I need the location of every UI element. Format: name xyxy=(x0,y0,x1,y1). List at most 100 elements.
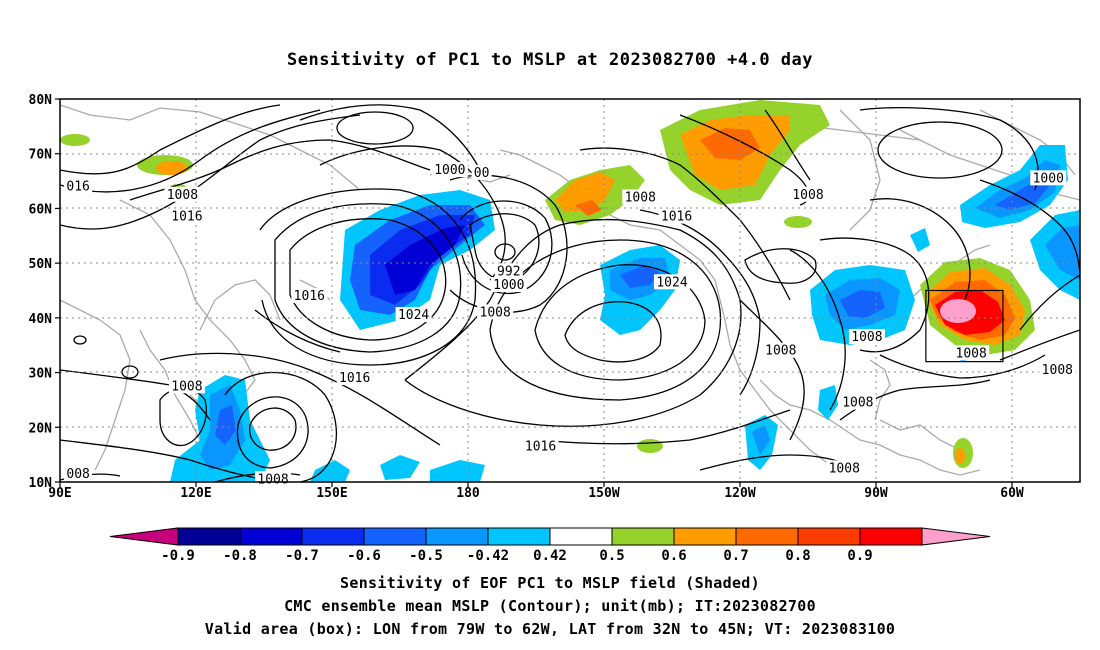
lat-label: 80N xyxy=(29,93,53,108)
contour-label-bg xyxy=(336,370,373,386)
contour-label-bg xyxy=(64,178,93,194)
colorbar: -0.9 -0.8 -0.7 -0.6 -0.5 -0.42 0.42 0.5 0.6 0.7 0.… xyxy=(109,527,991,564)
map-gridlines xyxy=(60,99,1080,482)
colorbar-label: 0.9 xyxy=(847,548,872,564)
contour-label: 1008 xyxy=(956,346,987,361)
contour-label: 992 xyxy=(497,264,520,279)
contour-label: 1008 xyxy=(765,344,796,359)
colorbar-label: 0.6 xyxy=(661,548,686,564)
colorbar-segment xyxy=(859,527,923,546)
colorbar-label: 0.7 xyxy=(723,548,748,564)
caption-line-3: Valid area (box): LON from 79W to 62W, L… xyxy=(204,620,896,638)
colorbar-label: -0.42 xyxy=(467,548,509,564)
lon-label: 180 xyxy=(456,486,480,501)
contour-label: 1008 xyxy=(625,190,656,205)
shade-patch xyxy=(60,134,90,146)
colorbar-label: 0.8 xyxy=(785,548,810,564)
contour-label-bg xyxy=(839,394,876,410)
colorbar-label: 0.5 xyxy=(599,548,624,564)
colorbar-label: -0.8 xyxy=(223,548,257,564)
colorbar-label: -0.7 xyxy=(285,548,319,564)
colorbar-label: -0.6 xyxy=(347,548,381,564)
contour-label: 1008 xyxy=(171,379,202,394)
contour-label-bg xyxy=(494,263,523,279)
lon-label: 150W xyxy=(588,486,619,501)
colorbar-over-arrow xyxy=(921,527,991,546)
contour-label-bg xyxy=(790,186,826,202)
shade-blue-blob xyxy=(752,425,770,455)
contour-label: 008 xyxy=(66,467,89,482)
mslp-contours xyxy=(60,104,1080,482)
colorbar-label: -0.9 xyxy=(161,548,195,564)
lon-label: 90E xyxy=(48,486,71,501)
contour-label: 1008 xyxy=(1042,363,1073,378)
lat-label: 40N xyxy=(29,312,53,327)
contour-label-bg xyxy=(477,304,514,320)
shade-blue-blob xyxy=(910,228,930,252)
shade-blue-blob xyxy=(215,405,236,445)
lon-axis-labels: 90E 120E 150E 180 150W 120W 90W 60W xyxy=(48,482,1024,501)
contour-label: 1016 xyxy=(661,210,692,225)
colorbar-segment xyxy=(487,527,551,546)
contour-label: 1024 xyxy=(398,308,429,323)
lat-label: 30N xyxy=(29,367,53,382)
shade-blue-blob xyxy=(310,460,350,482)
lat-label: 60N xyxy=(29,202,53,217)
shade-patch xyxy=(637,439,663,453)
contour-label: 1008 xyxy=(257,472,288,487)
lat-axis-labels: 80N 70N 60N 50N 40N 30N 20N 10N xyxy=(29,93,60,491)
colorbar-segment xyxy=(673,527,737,546)
shade-blue-blob xyxy=(430,460,485,482)
shade-blue-blob xyxy=(1045,225,1080,280)
contour-label-bg xyxy=(848,329,885,345)
contour-label: 00 xyxy=(474,166,490,181)
contour-label-bg xyxy=(654,274,690,290)
shade-patch xyxy=(156,161,188,175)
colorbar-label: -0.5 xyxy=(409,548,443,564)
lat-label: 70N xyxy=(29,148,53,163)
lon-label: 60W xyxy=(1000,486,1024,501)
contour-label: 1016 xyxy=(294,289,325,304)
contour-label-bg xyxy=(826,460,863,476)
colorbar-segment xyxy=(177,527,241,546)
shade-blue-blob xyxy=(380,455,420,480)
contour-label-bg xyxy=(431,162,468,178)
contour-label-bg xyxy=(471,164,492,180)
lat-label: 50N xyxy=(29,257,53,272)
contour-label-bg xyxy=(953,345,990,361)
valid-area-box xyxy=(925,289,1004,363)
colorbar-segment xyxy=(239,527,303,546)
contour-label-bg xyxy=(395,307,432,323)
contour-label-bg xyxy=(622,189,659,205)
shade-orange-blob xyxy=(555,172,615,212)
lon-label: 150E xyxy=(316,486,347,501)
contour-label-bg xyxy=(1039,361,1076,377)
lat-label: 10N xyxy=(29,476,53,491)
contour-label: 1008 xyxy=(792,188,823,203)
colorbar-segment xyxy=(549,527,613,546)
shade-blue-blob xyxy=(385,225,465,295)
contour-label-bg xyxy=(168,208,205,224)
shade-pink-core xyxy=(940,299,976,323)
chart-title: Sensitivity of PC1 to MSLP at 2023082700… xyxy=(286,50,813,70)
contour-label: 1016 xyxy=(171,210,202,225)
contour-label: 1016 xyxy=(339,371,370,386)
contour-label: 016 xyxy=(66,180,89,195)
shade-patch xyxy=(955,448,965,464)
shade-blue-blob xyxy=(620,265,660,288)
colorbar-label: 0.42 xyxy=(533,548,567,564)
lon-label: 90W xyxy=(864,486,888,501)
contour-label-bg xyxy=(490,277,527,293)
contour-label-bg xyxy=(291,287,328,303)
contour-label-bg xyxy=(64,465,93,481)
contour-label-bg xyxy=(168,378,205,394)
contour-label: 1008 xyxy=(480,305,511,320)
contour-label-bg xyxy=(522,438,559,454)
shade-patch xyxy=(784,216,812,228)
contour-label: 1000 xyxy=(1033,171,1064,186)
shade-arctic-blob xyxy=(700,128,760,160)
colorbar-under-arrow xyxy=(109,527,179,546)
colorbar-segment xyxy=(363,527,427,546)
contour-label: 1008 xyxy=(829,461,860,476)
colorbar-segment xyxy=(735,527,799,546)
